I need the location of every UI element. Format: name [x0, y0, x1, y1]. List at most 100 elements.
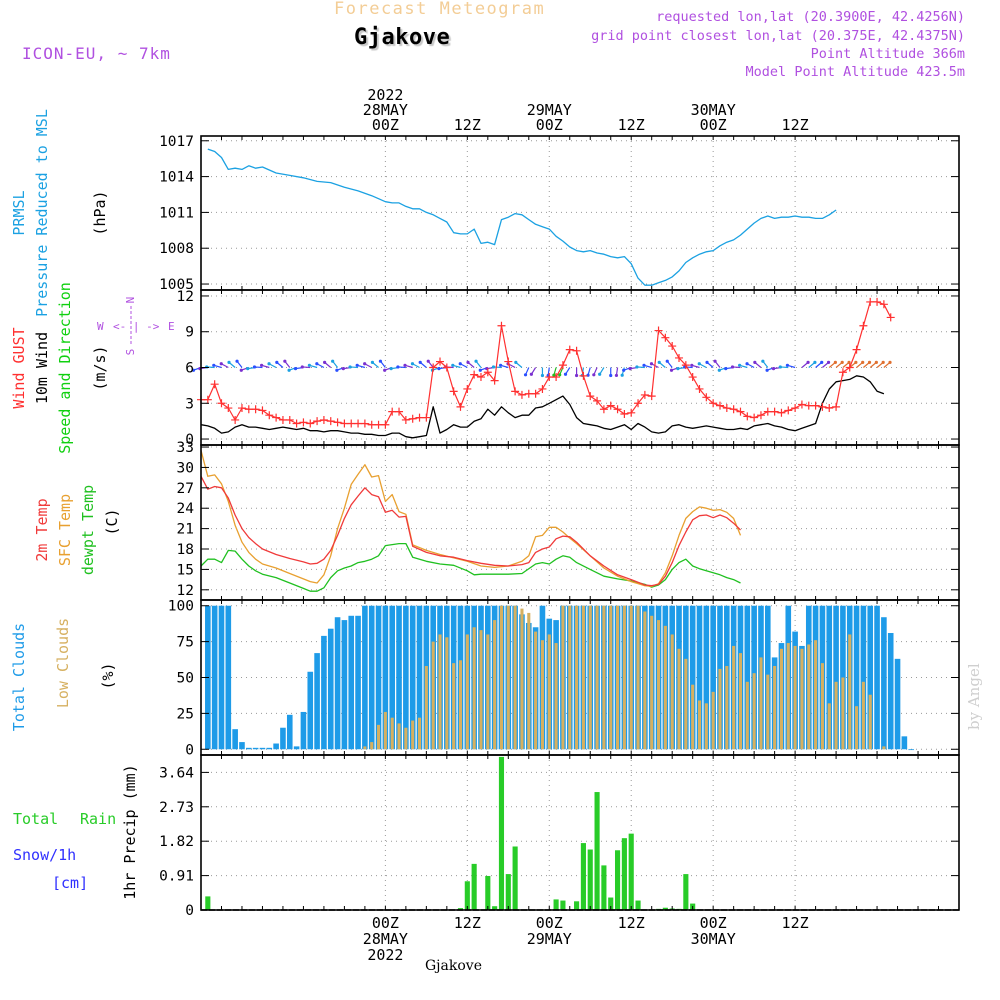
wind-direction-arrow-head: [761, 359, 765, 363]
low-cloud-bar: [465, 634, 469, 750]
wind-direction-arrow-head: [592, 373, 596, 377]
wind-gust-marker: [251, 405, 260, 414]
wind-speed-dir-label: Speed and Direction: [56, 282, 74, 454]
compass-south: S: [124, 349, 137, 356]
wind-gust-marker: [818, 402, 827, 411]
wind-gust-marker: [668, 342, 677, 351]
low-cloud-bar: [377, 724, 381, 750]
wind-direction-arrow-head: [235, 359, 239, 363]
wind-direction-arrow-head: [523, 373, 528, 377]
wind-gust-marker: [838, 368, 847, 377]
low-cloud-bar: [855, 706, 859, 750]
time-label-bottom: 12Z: [454, 914, 481, 932]
total-cloud-bar: [887, 633, 894, 750]
location-title: Gjakove: [354, 25, 451, 50]
wind-gust-marker: [538, 384, 547, 393]
temp-2m-line: [200, 475, 741, 587]
low-cloud-bar: [704, 703, 708, 750]
low-cloud-bar: [472, 627, 476, 750]
wind-gust-marker: [429, 363, 438, 372]
wind-gust-marker: [866, 297, 875, 306]
time-label-bottom: 12Z: [618, 914, 645, 932]
low-cloud-bar: [479, 630, 483, 750]
low-cloud-bar: [458, 660, 463, 750]
low-cloud-bar: [397, 723, 401, 750]
rain-bar: [498, 756, 505, 910]
wind-gust-marker: [750, 413, 759, 422]
rain-bar: [205, 896, 211, 910]
wind-direction-arrow-head: [888, 360, 892, 364]
rain-bar: [683, 874, 689, 910]
rain-bar: [601, 865, 607, 910]
requested-coords: requested lon,lat (20.3900E, 42.4256N): [656, 9, 965, 25]
wind-gust-marker: [299, 418, 308, 427]
wind-direction-arrow-head: [697, 362, 701, 366]
wind-direction-arrow-head: [676, 367, 680, 371]
wind-direction-arrow-head: [642, 363, 646, 367]
y-tick-label: 12: [177, 289, 194, 305]
precip-snow-label: Snow/1h: [13, 846, 76, 864]
total-cloud-bar: [232, 729, 238, 750]
wind-direction-arrow-head: [499, 363, 503, 367]
wind-gust-marker: [586, 392, 595, 401]
time-label-bottom: 00Z: [372, 914, 399, 932]
y-tick-label: 21: [177, 522, 194, 538]
y-tick-label: 6: [185, 361, 194, 377]
sfc-temp-label: SFC Temp: [56, 494, 74, 566]
low-cloud-bar: [411, 720, 415, 750]
wind-direction-arrow-head: [474, 359, 478, 363]
total-cloud-bar: [286, 714, 293, 750]
low-cloud-bar: [534, 631, 538, 750]
total-cloud-bar: [321, 635, 327, 750]
compass-north: N: [124, 297, 137, 304]
wind-gust-marker: [593, 396, 602, 405]
wind-direction-arrow-head: [813, 360, 817, 364]
time-label-top: 28MAY: [363, 101, 408, 119]
low-cloud-bar: [527, 612, 531, 750]
total-cloud-bar: [710, 605, 716, 750]
wind-direction-arrow-head: [403, 363, 407, 367]
wind-gust-marker: [661, 333, 670, 342]
rain-bar: [574, 901, 580, 910]
time-label-bottom: 28MAY: [363, 930, 408, 948]
low-cloud-bar: [588, 605, 592, 750]
wind-gust-marker: [483, 368, 492, 377]
low-cloud-bar: [417, 717, 422, 750]
y-tick-label: 12: [177, 583, 194, 599]
panel-frame-precip: [200, 754, 960, 911]
wind-gust-marker: [354, 419, 363, 428]
wind-direction-arrow-head: [478, 368, 482, 372]
wind-direction-arrow-head: [514, 360, 518, 364]
wind-direction-arrow-head: [331, 359, 335, 363]
wind-gust-marker: [811, 401, 820, 410]
compass-arrow: <- | ->: [113, 320, 160, 333]
wind-direction-arrow-head: [219, 362, 223, 366]
wind-gust-marker: [804, 401, 813, 410]
wind-gust-marker: [203, 395, 212, 404]
rain-bar: [492, 906, 498, 910]
wind-gust-marker: [756, 411, 765, 420]
low-cloud-bar: [684, 658, 688, 750]
low-cloud-bar: [861, 681, 865, 750]
low-cloud-bar: [745, 681, 749, 750]
total-cloud-bar: [341, 620, 348, 750]
product-title: Forecast Meteogram: [334, 0, 546, 19]
wind-direction-arrow-head: [713, 359, 717, 363]
y-tick-label: 3: [185, 396, 194, 412]
low-cloud-bar: [800, 648, 804, 750]
wind-gust-marker: [552, 373, 561, 382]
rain-bar: [635, 900, 641, 910]
wind-gust-marker: [709, 399, 718, 408]
wind-direction-arrow-head: [259, 363, 264, 367]
wind-gust-marker: [524, 389, 533, 398]
low-cloud-bar: [520, 608, 524, 750]
wind-gust-marker: [545, 373, 554, 382]
total-cloud-bar: [874, 605, 880, 750]
y-tick-label: 1008: [159, 241, 194, 257]
low-cloud-bar: [773, 666, 777, 750]
wind-gust-marker: [408, 414, 417, 423]
y-tick-label: 1017: [159, 134, 194, 150]
wind-10m-line: [200, 375, 885, 439]
wind-gust-marker: [374, 420, 383, 429]
dewpt-label: dewpt Temp: [79, 485, 97, 575]
